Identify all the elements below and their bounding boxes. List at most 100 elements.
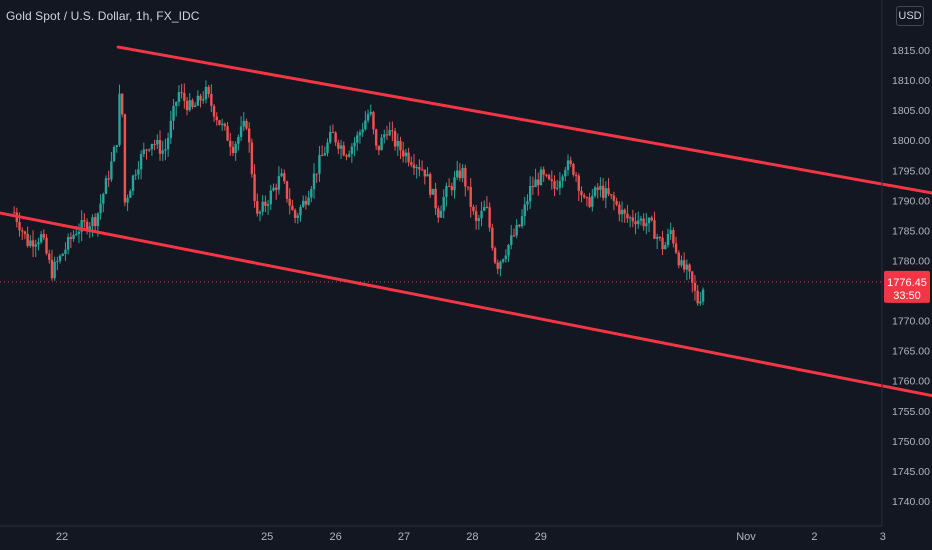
candle-body bbox=[645, 223, 648, 227]
candle-body bbox=[474, 211, 478, 221]
candle-body bbox=[545, 174, 548, 176]
candle-body bbox=[58, 255, 62, 262]
candle-body bbox=[410, 162, 413, 165]
candle-body bbox=[364, 120, 367, 130]
candle-body bbox=[674, 243, 678, 253]
candle-body bbox=[431, 188, 435, 195]
candle-body bbox=[266, 204, 270, 206]
candle-body bbox=[377, 145, 381, 151]
candle-body bbox=[510, 235, 513, 245]
candle-body bbox=[188, 100, 191, 111]
candle-body bbox=[369, 112, 372, 115]
candle-body bbox=[237, 136, 240, 144]
time-axis[interactable]: 222526272829Nov234589 bbox=[0, 525, 932, 543]
price-axis[interactable]: 1740.00 1745.00 1750.00 1755.00 1760.00 1765.… bbox=[881, 0, 930, 526]
candle-body bbox=[634, 221, 637, 225]
candle-body bbox=[504, 255, 508, 260]
candle-body bbox=[253, 174, 256, 202]
price-badge-box bbox=[884, 270, 930, 303]
candle-body bbox=[472, 206, 475, 212]
candle-body bbox=[626, 213, 629, 219]
candle-body bbox=[666, 233, 670, 246]
candle-body bbox=[391, 130, 394, 132]
candle-body bbox=[21, 230, 24, 232]
candle-body bbox=[193, 105, 197, 107]
candle-body bbox=[693, 282, 697, 291]
time-tick-label: 22 bbox=[56, 531, 68, 543]
candle-body bbox=[53, 261, 56, 279]
candle-body bbox=[512, 235, 516, 237]
candle-body bbox=[434, 188, 437, 209]
candle-body bbox=[131, 175, 135, 191]
time-tick-label: 25 bbox=[261, 531, 273, 543]
candle-body bbox=[91, 217, 94, 227]
candle-body bbox=[242, 120, 245, 127]
candle-body bbox=[564, 170, 567, 177]
candle-body bbox=[561, 176, 564, 181]
candle-body bbox=[215, 116, 218, 121]
candle-body bbox=[423, 169, 426, 177]
last-price-label: 1776.45 bbox=[887, 277, 927, 289]
candle-body bbox=[166, 137, 170, 150]
candle-body bbox=[283, 173, 286, 182]
candle-body bbox=[582, 195, 586, 198]
candle-body bbox=[555, 187, 559, 189]
price-tick-label: 1750.00 bbox=[892, 436, 930, 448]
candle-body bbox=[261, 201, 264, 212]
candle-body bbox=[566, 160, 570, 171]
price-tick-label: 1780.00 bbox=[892, 255, 930, 267]
candle-body bbox=[534, 179, 537, 188]
candle-body bbox=[112, 147, 116, 162]
channel-upper-line[interactable] bbox=[116, 45, 932, 212]
candle-body bbox=[531, 186, 535, 188]
candle-body bbox=[299, 206, 302, 216]
candle-body bbox=[688, 264, 691, 272]
candle-body bbox=[507, 244, 510, 256]
candle-body bbox=[445, 185, 448, 197]
candle-body bbox=[696, 290, 699, 304]
trendline-drawings[interactable] bbox=[0, 45, 932, 417]
candle-body bbox=[553, 180, 556, 189]
candle-body bbox=[139, 154, 143, 170]
price-tick-label: 1785.00 bbox=[892, 225, 930, 237]
candle-body bbox=[18, 222, 21, 231]
candle-body bbox=[499, 261, 502, 269]
price-tick-label: 1740.00 bbox=[892, 496, 930, 508]
candle-body bbox=[239, 126, 243, 137]
price-tick-label: 1760.00 bbox=[892, 376, 930, 388]
candle-body bbox=[164, 149, 167, 151]
candle-body bbox=[85, 221, 89, 231]
candle-body bbox=[599, 185, 602, 190]
price-tick-label: 1765.00 bbox=[892, 346, 930, 358]
price-tick-label: 1770.00 bbox=[892, 316, 930, 328]
candle-body bbox=[256, 201, 259, 214]
candle-body bbox=[466, 186, 470, 188]
candle-body bbox=[258, 211, 262, 214]
candle-body bbox=[537, 179, 540, 186]
candle-body bbox=[234, 143, 237, 153]
candle-body bbox=[304, 200, 308, 205]
candle-body bbox=[577, 175, 580, 191]
candle-body bbox=[156, 140, 159, 145]
currency-button[interactable]: USD bbox=[896, 6, 924, 26]
candle-body bbox=[496, 262, 499, 269]
candle-body bbox=[296, 215, 300, 218]
candle-body bbox=[661, 237, 664, 250]
candle-body bbox=[520, 216, 524, 227]
candle-body bbox=[104, 178, 108, 194]
candle-body bbox=[485, 206, 489, 208]
candle-body bbox=[550, 179, 553, 181]
candle-body bbox=[518, 224, 521, 227]
candle-body bbox=[250, 142, 254, 175]
channel-lower-line[interactable] bbox=[0, 206, 932, 416]
candle-body bbox=[450, 186, 454, 191]
candle-body bbox=[45, 237, 48, 254]
candle-body bbox=[229, 140, 232, 147]
candle-body bbox=[347, 154, 351, 157]
candle-body bbox=[612, 195, 616, 201]
candle-body bbox=[34, 244, 37, 247]
candle-body bbox=[539, 169, 543, 186]
candle-body bbox=[628, 217, 632, 219]
candle-body bbox=[615, 200, 618, 205]
